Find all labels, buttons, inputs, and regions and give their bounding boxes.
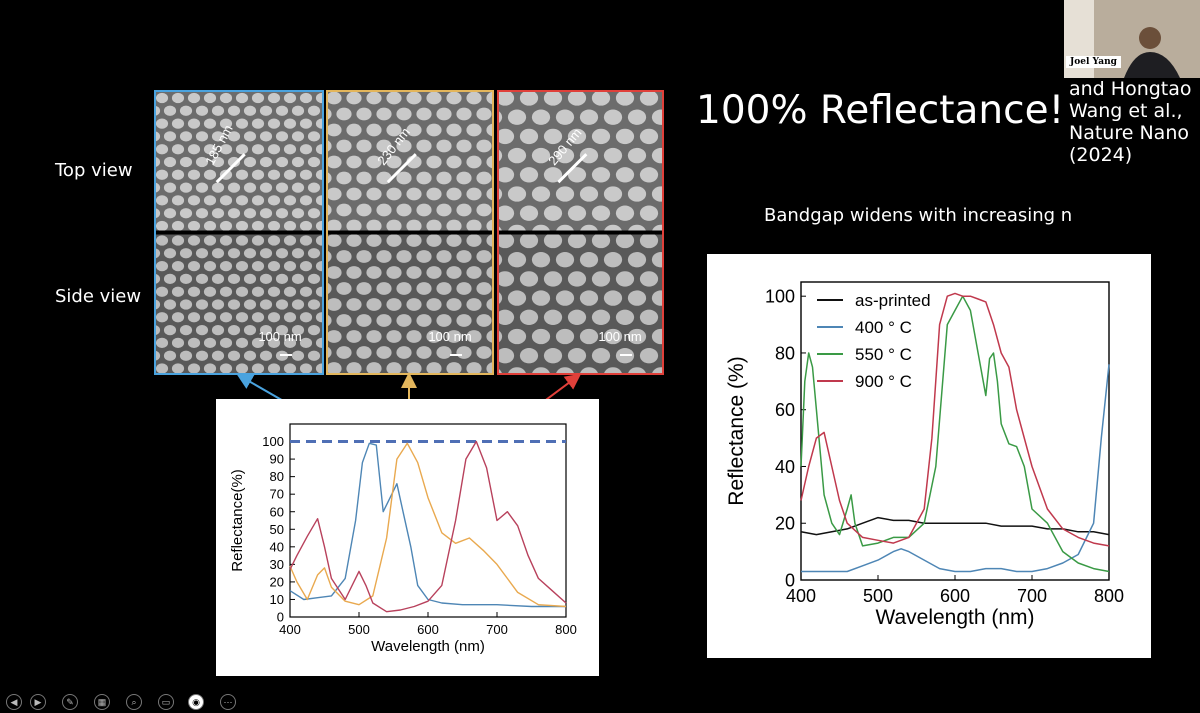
camera-icon[interactable]: ◉ [188, 694, 204, 710]
x-tick-label: 800 [1094, 586, 1124, 606]
next-slide-icon[interactable]: ▶ [30, 694, 46, 710]
plot-frame [800, 281, 1110, 581]
x-tick-label: 600 [417, 622, 439, 637]
x-axis-label: Wavelength (nm) [875, 606, 1034, 629]
x-axis-label: Wavelength (nm) [371, 638, 485, 655]
see-all-slides-icon[interactable]: ▦ [94, 694, 110, 710]
presenter-toolbar: ◀ ▶ ✎ ▦ ⌕ ▭ ◉ ⋯ [0, 690, 240, 713]
y-tick-label: 100 [262, 434, 284, 449]
y-tick-label: 0 [785, 570, 795, 590]
prev-slide-icon[interactable]: ◀ [6, 694, 22, 710]
y-tick-label: 60 [270, 504, 284, 519]
y-tick-label: 100 [765, 286, 795, 306]
series-line [800, 516, 1110, 536]
legend-label: 550 ° C [855, 345, 912, 364]
legend-label: 400 ° C [855, 318, 912, 337]
pen-icon[interactable]: ✎ [62, 694, 78, 710]
scale-bar-label: 100 nm [428, 329, 471, 344]
x-tick-label: 400 [279, 622, 301, 637]
citation-line: and Hongtao [1069, 78, 1192, 100]
more-options-icon[interactable]: ⋯ [220, 694, 236, 710]
series-line [800, 292, 1110, 547]
sem-image-frame: 290 nm 100 nm [497, 90, 664, 375]
y-tick-label: 80 [270, 469, 284, 484]
x-tick-label: 400 [786, 586, 816, 606]
y-tick-label: 40 [775, 457, 795, 477]
reflectance-chart-right-svg: 400 500 600 700 800 0 20 40 60 80 100 Wavelength (n… [725, 281, 1124, 629]
y-tick-label: 70 [270, 487, 284, 502]
y-axis-label: Reflectance (%) [725, 356, 748, 505]
top-view-label: Top view [55, 160, 133, 181]
citation-line: Nature Nano [1069, 122, 1189, 144]
x-tick-label: 800 [555, 622, 577, 637]
subtitles-icon[interactable]: ▭ [158, 694, 174, 710]
series-line [800, 295, 1110, 573]
participant-video[interactable]: Joel Yang [1064, 0, 1200, 78]
sem-image-frame: 230 nm 100 nm [326, 90, 494, 375]
y-tick-label: 90 [270, 452, 284, 467]
zoom-icon[interactable]: ⌕ [126, 694, 142, 710]
series-line [289, 442, 566, 608]
y-tick-label: 40 [270, 539, 284, 554]
period-scale-line [557, 153, 588, 184]
y-tick-label: 60 [775, 400, 795, 420]
sem-image-frame: 185 nm 100 nm [154, 90, 324, 375]
y-tick-label: 10 [270, 592, 284, 607]
y-tick-label: 50 [270, 522, 284, 537]
y-tick-label: 0 [277, 610, 284, 625]
scale-bar-label: 100 nm [598, 329, 641, 344]
y-axis-label: Reflectance(%) [229, 469, 246, 572]
scale-bar-label: 100 nm [258, 329, 301, 344]
x-tick-label: 700 [1017, 586, 1047, 606]
y-tick-label: 30 [270, 557, 284, 572]
x-tick-label: 600 [940, 586, 970, 606]
citation-text: and Hongtao Wang et al., Nature Nano (20… [1069, 78, 1192, 166]
citation-line: (2024) [1069, 144, 1133, 166]
legend-label: as-printed [855, 291, 931, 310]
participant-name: Joel Yang [1066, 56, 1121, 68]
x-tick-label: 700 [486, 622, 508, 637]
y-tick-label: 20 [775, 514, 795, 534]
y-tick-label: 20 [270, 574, 284, 589]
reflectance-chart-left-svg: 400 500 600 700 800 0 10 20 30 40 50 60 70 80 90 100 Wav… [229, 423, 577, 655]
side-view-label: Side view [55, 286, 142, 307]
y-tick-label: 80 [775, 343, 795, 363]
citation-line: Wang et al., [1069, 100, 1183, 122]
series-line [289, 442, 567, 608]
legend-label: 900 ° C [855, 372, 912, 391]
reflectance-chart-left: 400 500 600 700 800 0 10 20 30 40 50 60 70 80 90 100 Wav… [216, 399, 599, 676]
slide-subtitle: Bandgap widens with increasing n [764, 205, 1073, 226]
slide-title: 100% Reflectance! [696, 88, 1065, 133]
reflectance-chart-right: 400 500 600 700 800 0 20 40 60 80 100 Wavelength (n… [707, 254, 1151, 658]
x-tick-label: 500 [348, 622, 370, 637]
series-line [289, 440, 567, 613]
series-line [801, 364, 1110, 573]
x-tick-label: 500 [863, 586, 893, 606]
period-scale-line [386, 153, 417, 184]
period-scale-line [215, 153, 246, 184]
